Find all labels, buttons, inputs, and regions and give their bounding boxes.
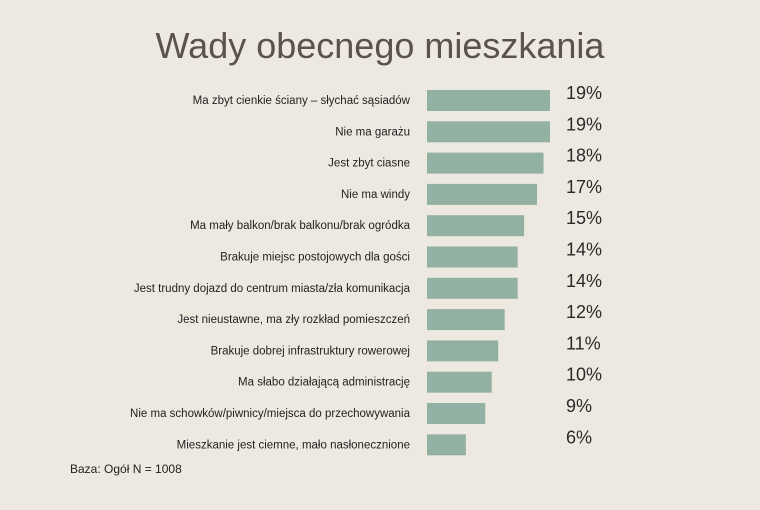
- value-label: 15%: [566, 208, 602, 228]
- category-label: Jest trudny dojazd do centrum miasta/zła…: [134, 283, 411, 295]
- bar: [427, 90, 550, 111]
- bar-row: Jest zbyt ciasne 18%: [328, 146, 602, 174]
- value-label: 10%: [566, 365, 602, 385]
- bar: [427, 371, 492, 393]
- bar-row: Nie ma garażu 19%: [335, 114, 602, 143]
- bar: [427, 434, 466, 456]
- category-label: Jest nieustawne, ma zły rozkład pomieszc…: [177, 314, 410, 326]
- bar: [427, 340, 499, 362]
- value-label: 12%: [566, 302, 602, 322]
- value-label: 11%: [566, 333, 601, 353]
- bar-row: Mieszkanie jest ciemne, mało nasłoneczni…: [177, 427, 592, 456]
- bar: [427, 403, 486, 424]
- category-label: Brakuje miejsc postojowych dla gości: [220, 252, 410, 264]
- bar: [427, 121, 550, 143]
- chart-title: Wady obecnego mieszkania: [156, 25, 606, 66]
- value-label: 19%: [566, 114, 602, 134]
- bar: [427, 309, 505, 331]
- bar: [427, 215, 525, 237]
- category-label: Ma mały balkon/brak balkonu/brak ogródka: [190, 220, 411, 232]
- bar-row: Brakuje dobrej infrastruktury rowerowej 1…: [211, 333, 601, 362]
- footnote: Baza: Ogół N = 1008: [70, 462, 182, 476]
- category-label: Jest zbyt ciasne: [328, 158, 410, 170]
- bar-row: Ma zbyt cienkie ściany – słychać sąsiadó…: [193, 83, 602, 111]
- value-label: 14%: [566, 240, 602, 260]
- bar-row: Nie ma schowków/piwnicy/miejsca do przec…: [130, 396, 592, 424]
- value-label: 14%: [566, 271, 602, 291]
- category-label: Mieszkanie jest ciemne, mało nasłoneczni…: [177, 439, 410, 451]
- value-label: 9%: [566, 396, 592, 416]
- category-label: Nie ma windy: [341, 189, 410, 201]
- value-label: 17%: [566, 177, 602, 197]
- value-label: 6%: [566, 427, 592, 447]
- bar-row: Ma mały balkon/brak balkonu/brak ogródka…: [190, 208, 602, 237]
- bar: [427, 277, 518, 299]
- bar-row: Brakuje miejsc postojowych dla gości 14%: [220, 240, 602, 268]
- bar-row: Jest trudny dojazd do centrum miasta/zła…: [134, 271, 602, 299]
- value-label: 19%: [566, 83, 602, 103]
- category-label: Ma słabo działającą administrację: [238, 377, 410, 389]
- bar: [427, 152, 544, 174]
- category-label: Nie ma garażu: [335, 126, 410, 138]
- bar-row: Ma słabo działającą administrację 10%: [238, 365, 602, 393]
- bar-row: Nie ma windy 17%: [341, 177, 602, 205]
- bar: [427, 246, 518, 268]
- bar-row: Jest nieustawne, ma zły rozkład pomieszc…: [177, 302, 602, 331]
- category-label: Ma zbyt cienkie ściany – słychać sąsiadó…: [193, 95, 411, 107]
- bar: [427, 183, 538, 205]
- category-label: Brakuje dobrej infrastruktury rowerowej: [211, 345, 410, 357]
- category-label: Nie ma schowków/piwnicy/miejsca do przec…: [130, 408, 411, 420]
- value-label: 18%: [566, 146, 602, 166]
